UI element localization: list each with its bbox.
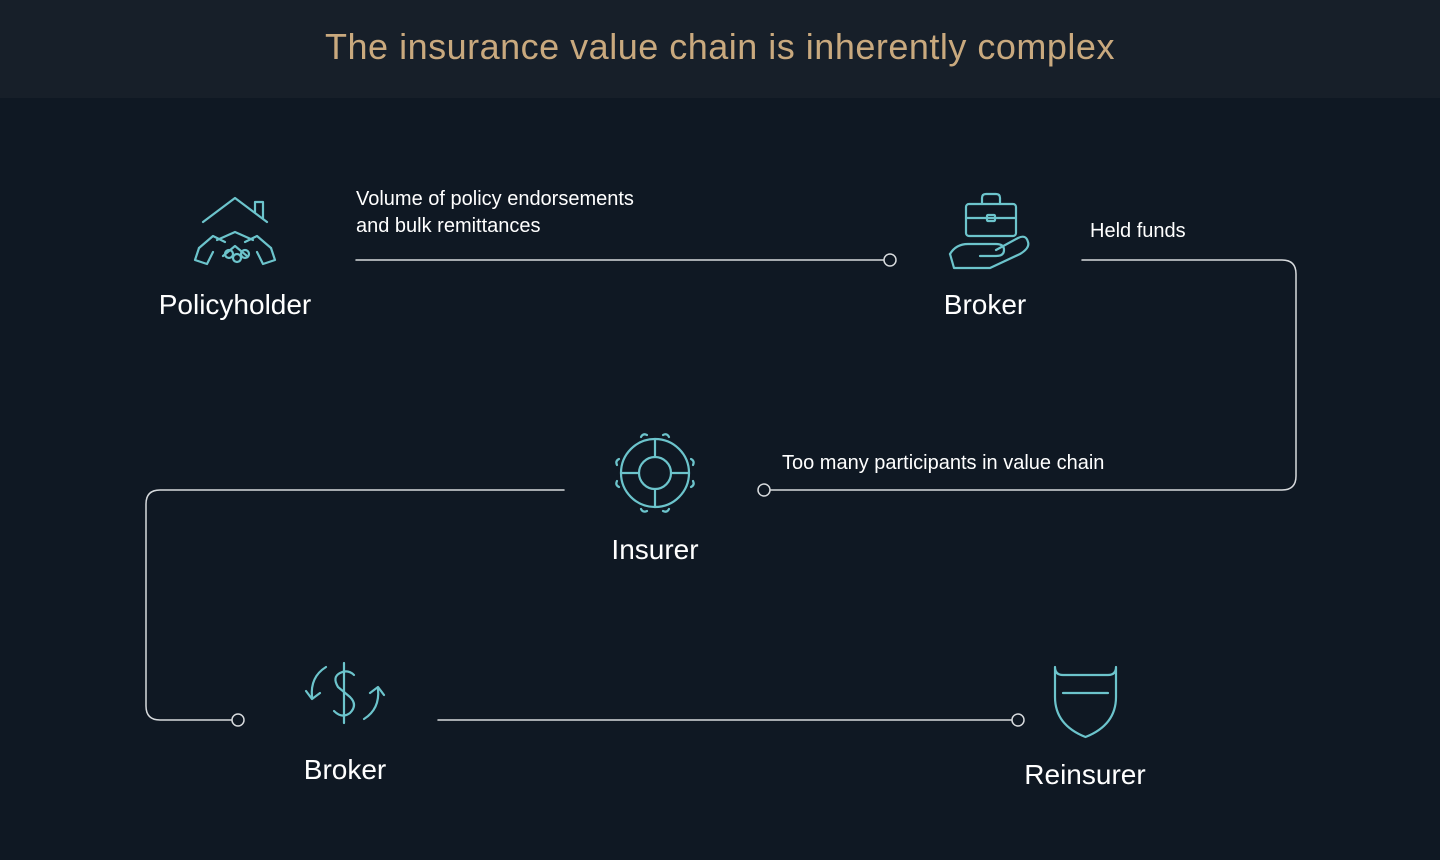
edge-label-policyholder-broker: Volume of policy endorsements and bulk r… [356, 186, 634, 240]
diagram-canvas: Volume of policy endorsements and bulk r… [0, 98, 1440, 858]
node-broker-bottom: Broker [270, 653, 420, 786]
shield-icon [1010, 653, 1160, 743]
node-label: Broker [270, 754, 420, 786]
node-broker-top: Broker [910, 188, 1060, 321]
node-label: Insurer [580, 534, 730, 566]
edge-label-insurer-participants: Too many participants in value chain [782, 450, 1104, 477]
dollar-cycle-icon [270, 653, 420, 738]
edge-label-broker-insurer: Held funds [1090, 218, 1186, 245]
lifebuoy-icon [580, 428, 730, 518]
node-insurer: Insurer [580, 428, 730, 566]
node-label: Policyholder [140, 289, 330, 321]
node-label: Broker [910, 289, 1060, 321]
handshake-house-icon [140, 188, 330, 273]
node-policyholder: Policyholder [140, 188, 330, 321]
node-reinsurer: Reinsurer [1010, 653, 1160, 791]
node-label: Reinsurer [1010, 759, 1160, 791]
page-header: The insurance value chain is inherently … [0, 0, 1440, 98]
page-title: The insurance value chain is inherently … [0, 26, 1440, 68]
briefcase-hand-icon [910, 188, 1060, 273]
